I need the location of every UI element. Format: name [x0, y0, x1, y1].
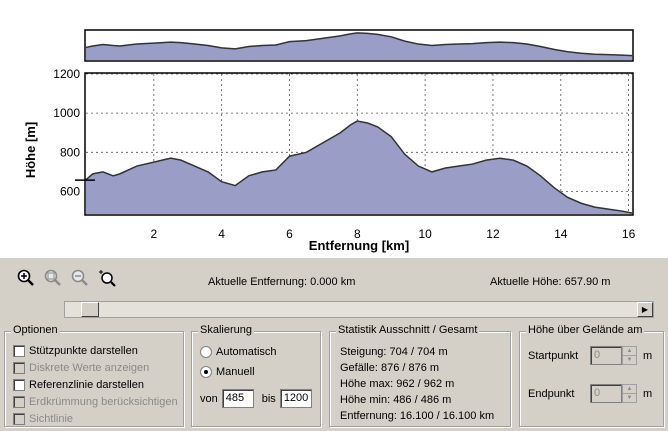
option-label: Erdkrümmung berücksichtigen	[29, 396, 178, 408]
option-sichtlinie[interactable]: Sichtlinie	[13, 413, 73, 425]
option-label: Diskrete Werte anzeigen	[29, 362, 150, 374]
option-label: Referenzlinie darstellen	[29, 379, 144, 391]
scaling-range-row: von 485 bis 1200	[200, 389, 312, 408]
statistics-group: Statistik Ausschnitt / Gesamt Steigung: …	[329, 324, 511, 427]
scrollbar-thumb[interactable]	[81, 302, 99, 317]
scroll-right-arrow-icon[interactable]: ▶	[637, 302, 653, 317]
x-tick-label: 4	[218, 227, 225, 241]
checkbox[interactable]	[13, 396, 25, 408]
profile-plot-area: 600 800 1000 1200 2 4 6 8 10 12 14 16 Entfernung […	[0, 0, 668, 258]
option-erdkruemmung[interactable]: Erdkrümmung berücksichtigen	[13, 396, 178, 408]
checkbox[interactable]	[13, 345, 25, 357]
y-tick-labels: 600 800 1000 1200	[53, 67, 80, 198]
checkbox[interactable]	[13, 379, 25, 391]
elevation-area	[86, 32, 632, 60]
stat-steigung: Steigung: 704 / 704 m	[340, 346, 448, 358]
x-tick-labels: 2 4 6 8 10 12 14 16	[150, 227, 635, 241]
zoom-window-icon[interactable]	[97, 268, 117, 288]
radio-label: Manuell	[216, 366, 255, 378]
to-input[interactable]: 1200	[279, 389, 312, 408]
x-tick-label: 16	[622, 227, 636, 241]
spin-buttons[interactable]: ▲ ▼	[622, 384, 637, 403]
from-label: von	[200, 392, 218, 405]
start-point-spinner[interactable]: 0 ▲ ▼	[590, 346, 637, 365]
stat-entfernung: Entfernung: 16.100 / 16.100 km	[340, 410, 495, 422]
option-diskrete-werte[interactable]: Diskrete Werte anzeigen	[13, 362, 149, 374]
scaling-manual-radio[interactable]: Manuell	[200, 366, 255, 378]
main-chart	[85, 120, 633, 214]
unit-label: m	[643, 387, 653, 400]
option-referenzlinie[interactable]: Referenzlinie darstellen	[13, 379, 144, 391]
end-point-input[interactable]: 0	[590, 384, 622, 403]
radio-button[interactable]	[200, 366, 212, 378]
end-point-row: Endpunkt 0 ▲ ▼ m	[528, 384, 652, 403]
start-point-row: Startpunkt 0 ▲ ▼ m	[528, 346, 652, 365]
x-tick-label: 2	[150, 227, 157, 241]
spin-up-icon[interactable]: ▲	[623, 385, 636, 394]
y-tick-label: 1200	[53, 67, 80, 81]
y-tick-label: 800	[60, 145, 80, 159]
x-tick-label: 10	[418, 227, 432, 241]
options-group-title: Optionen	[11, 324, 60, 336]
to-label: bis	[261, 392, 276, 405]
option-label: Stützpunkte darstellen	[29, 345, 138, 357]
horizontal-scrollbar[interactable]: ▶	[64, 301, 654, 318]
x-tick-label: 12	[486, 227, 500, 241]
stat-gefaelle: Gefälle: 876 / 876 m	[340, 362, 440, 374]
options-group: Optionen Stützpunkte darstellen Diskrete…	[4, 324, 184, 427]
stat-hoehe-max: Höhe max: 962 / 962 m	[340, 378, 455, 390]
profile-chart-svg[interactable]: 600 800 1000 1200 2 4 6 8 10 12 14 16 Entfernung […	[0, 0, 668, 258]
x-tick-label: 8	[354, 227, 361, 241]
stat-hoehe-min: Höhe min: 486 / 486 m	[340, 394, 452, 406]
scaling-automatic-radio[interactable]: Automatisch	[200, 346, 277, 358]
checkbox[interactable]	[13, 362, 25, 374]
current-height-text: Aktuelle Höhe: 657.90 m	[490, 276, 611, 288]
main-frame[interactable]	[84, 72, 634, 216]
elevation-line	[85, 120, 633, 214]
statistics-group-title: Statistik Ausschnitt / Gesamt	[336, 324, 480, 336]
start-point-label: Startpunkt	[528, 349, 579, 362]
x-tick-label: 14	[554, 227, 568, 241]
checkbox[interactable]	[13, 413, 25, 425]
y-tick-label: 600	[60, 184, 80, 198]
spin-buttons[interactable]: ▲ ▼	[622, 346, 637, 365]
x-axis-label: Entfernung [km]	[309, 238, 409, 253]
overview-chart	[85, 32, 633, 60]
height-above-group-title: Höhe über Gelände am	[526, 324, 645, 336]
option-stuetzpunkte[interactable]: Stützpunkte darstellen	[13, 345, 138, 357]
scaling-group-title: Skalierung	[198, 324, 254, 336]
spin-down-icon[interactable]: ▼	[623, 356, 636, 365]
zoom-out-icon[interactable]	[70, 268, 90, 288]
elevation-area	[86, 120, 632, 214]
spin-down-icon[interactable]: ▼	[623, 394, 636, 403]
y-axis-label: Höhe [m]	[23, 122, 38, 178]
unit-label: m	[643, 349, 653, 362]
option-label: Sichtlinie	[29, 413, 74, 425]
end-point-label: Endpunkt	[528, 387, 575, 400]
y-tick-label: 1000	[53, 106, 80, 120]
current-distance-text: Aktuelle Entfernung: 0.000 km	[208, 276, 356, 288]
zoom-in-icon[interactable]	[16, 268, 36, 288]
radio-label: Automatisch	[216, 346, 277, 358]
from-input[interactable]: 485	[221, 389, 254, 408]
height-above-ground-group: Höhe über Gelände am Startpunkt 0 ▲ ▼ m E…	[519, 324, 664, 427]
start-point-input[interactable]: 0	[590, 346, 622, 365]
radio-button[interactable]	[200, 346, 212, 358]
elevation-line	[85, 32, 633, 57]
end-point-spinner[interactable]: 0 ▲ ▼	[590, 384, 637, 403]
spin-up-icon[interactable]: ▲	[623, 347, 636, 356]
scaling-group: Skalierung Automatisch Manuell von 485 b…	[191, 324, 321, 427]
x-tick-label: 6	[286, 227, 293, 241]
zoom-fit-icon[interactable]	[43, 268, 63, 288]
